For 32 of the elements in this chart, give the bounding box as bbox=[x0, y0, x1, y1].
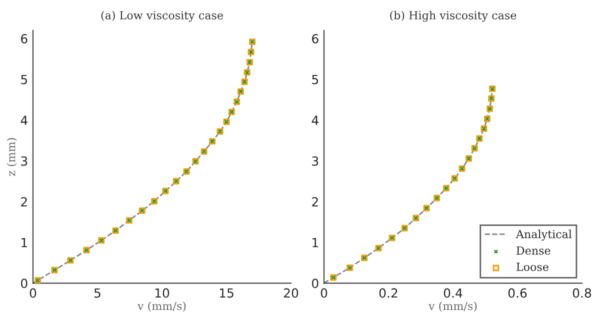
y-tick-label: 1 bbox=[312, 238, 318, 248]
x-tick-label: 0.4 bbox=[444, 288, 462, 298]
y-axis-title: z (mm) bbox=[6, 138, 17, 176]
legend-label: Loose bbox=[516, 262, 548, 272]
legend-label: Dense bbox=[516, 246, 550, 255]
x-tick-label: 0.8 bbox=[572, 288, 592, 298]
legend-label: Analytical bbox=[516, 230, 572, 241]
chart-title: (b) High viscosity case bbox=[390, 10, 516, 22]
x-tick-label: 0.6 bbox=[508, 288, 527, 298]
y-tick-label: 1 bbox=[22, 238, 27, 248]
x-tick-label: 0.2 bbox=[379, 288, 398, 298]
y-tick-label: 6 bbox=[312, 34, 318, 44]
y-tick-label: 2 bbox=[21, 197, 27, 206]
x-tick-label: 20 bbox=[284, 288, 298, 298]
y-tick-label: 5 bbox=[312, 74, 318, 84]
y-tick-label: 6 bbox=[21, 34, 28, 44]
y-tick-label: 4 bbox=[312, 116, 318, 125]
y-tick-label: 2 bbox=[312, 197, 318, 206]
x-tick-label: 10 bbox=[155, 288, 170, 298]
y-tick-label: 0 bbox=[312, 278, 318, 288]
x-tick-label: 5 bbox=[94, 288, 100, 298]
y-tick-label: 0 bbox=[21, 278, 28, 288]
x-tick-label: 15 bbox=[220, 288, 234, 298]
y-tick-label: 3 bbox=[312, 156, 318, 166]
y-tick-label: 3 bbox=[21, 156, 28, 166]
chart-title: (a) Low viscosity case bbox=[101, 10, 223, 22]
x-tick-label: 0 bbox=[30, 288, 36, 298]
x-axis-title: v (mm/s) bbox=[137, 302, 186, 312]
x-tick-label: 0 bbox=[320, 288, 328, 298]
x-axis-title: v (mm/s) bbox=[428, 302, 477, 312]
y-tick-label: 5 bbox=[21, 74, 28, 84]
y-tick-label: 4 bbox=[20, 116, 28, 125]
